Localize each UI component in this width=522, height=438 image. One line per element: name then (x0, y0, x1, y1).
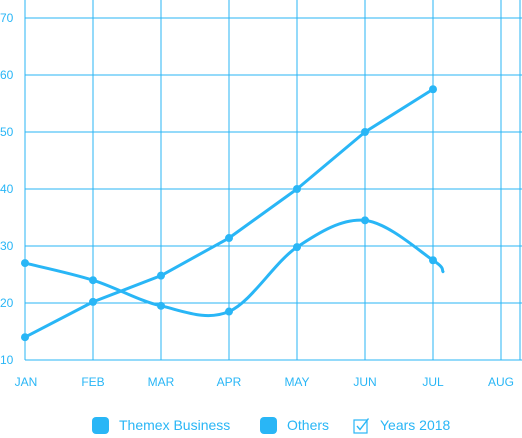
data-point[interactable] (89, 276, 97, 285)
data-point[interactable] (21, 259, 29, 268)
x-tick-label: MAR (148, 375, 175, 389)
x-tick-label: JUN (353, 375, 376, 389)
y-tick-label: 50 (0, 125, 14, 139)
legend-item-years[interactable]: Years 2018 (353, 412, 450, 438)
x-tick-label: AUG (488, 375, 514, 389)
legend-label: Years 2018 (380, 417, 451, 433)
legend: Themex Business Others Years 2018 (0, 412, 522, 438)
data-point[interactable] (21, 333, 29, 342)
legend-label: Others (287, 417, 330, 433)
data-point[interactable] (293, 185, 301, 193)
legend-item-others[interactable]: Others (260, 412, 329, 438)
square-icon (260, 416, 277, 434)
line-chart: 10 20 30 40 50 60 70 JAN FEB MAR APR MAY JUN JUL AUG (0, 0, 522, 389)
data-point[interactable] (293, 243, 301, 252)
y-tick-label: 40 (0, 182, 14, 196)
data-point[interactable] (361, 216, 369, 225)
series-points (21, 85, 437, 342)
x-tick-label: JUL (422, 375, 444, 389)
data-point[interactable] (361, 128, 369, 136)
data-point[interactable] (429, 256, 437, 265)
series-line-others (23, 218, 445, 318)
series-lines (23, 87, 445, 339)
data-point[interactable] (157, 301, 165, 310)
y-tick-label: 20 (0, 296, 14, 310)
data-point[interactable] (429, 85, 437, 94)
data-point[interactable] (89, 297, 97, 306)
grid (24, 0, 522, 361)
x-tick-label: MAY (284, 375, 309, 389)
legend-item-themex-business[interactable]: Themex Business (92, 412, 230, 438)
x-tick-label: JAN (15, 375, 38, 389)
x-tick-label: FEB (81, 375, 104, 389)
data-point[interactable] (157, 271, 165, 280)
y-axis: 10 20 30 40 50 60 70 (0, 11, 14, 367)
y-tick-label: 70 (0, 11, 14, 25)
checkbox-icon (353, 417, 370, 434)
y-tick-label: 60 (0, 68, 14, 82)
data-point[interactable] (225, 234, 233, 243)
y-tick-label: 30 (0, 239, 14, 253)
data-point[interactable] (225, 307, 233, 316)
x-axis: JAN FEB MAR APR MAY JUN JUL AUG (15, 375, 514, 389)
x-tick-label: APR (217, 375, 242, 389)
square-icon (92, 416, 109, 434)
y-tick-label: 10 (0, 353, 14, 367)
legend-label: Themex Business (119, 417, 231, 433)
